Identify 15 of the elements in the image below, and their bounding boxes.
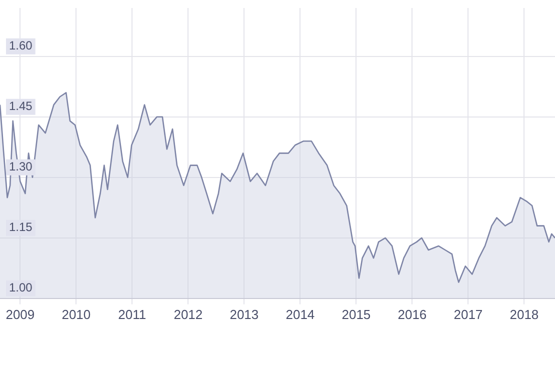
x-tick-label: 2017 <box>454 306 483 322</box>
x-tick-label: 2013 <box>230 306 259 322</box>
y-tick-label: 1.00 <box>9 280 33 295</box>
y-tick-label: 1.45 <box>9 99 33 114</box>
x-tick-label: 2016 <box>398 306 427 322</box>
x-tick-label: 2012 <box>174 306 203 322</box>
x-tick-label: 2009 <box>6 306 35 322</box>
y-tick-label: 1.60 <box>9 38 33 53</box>
y-tick-label: 1.30 <box>9 160 33 174</box>
x-tick-label: 2018 <box>510 306 539 322</box>
x-tick-label: 2010 <box>62 306 91 322</box>
x-tick-label: 2011 <box>118 306 146 322</box>
y-tick-label: 1.15 <box>9 220 33 234</box>
x-tick-label: 2015 <box>342 306 371 322</box>
x-tick-label: 2014 <box>286 306 315 322</box>
